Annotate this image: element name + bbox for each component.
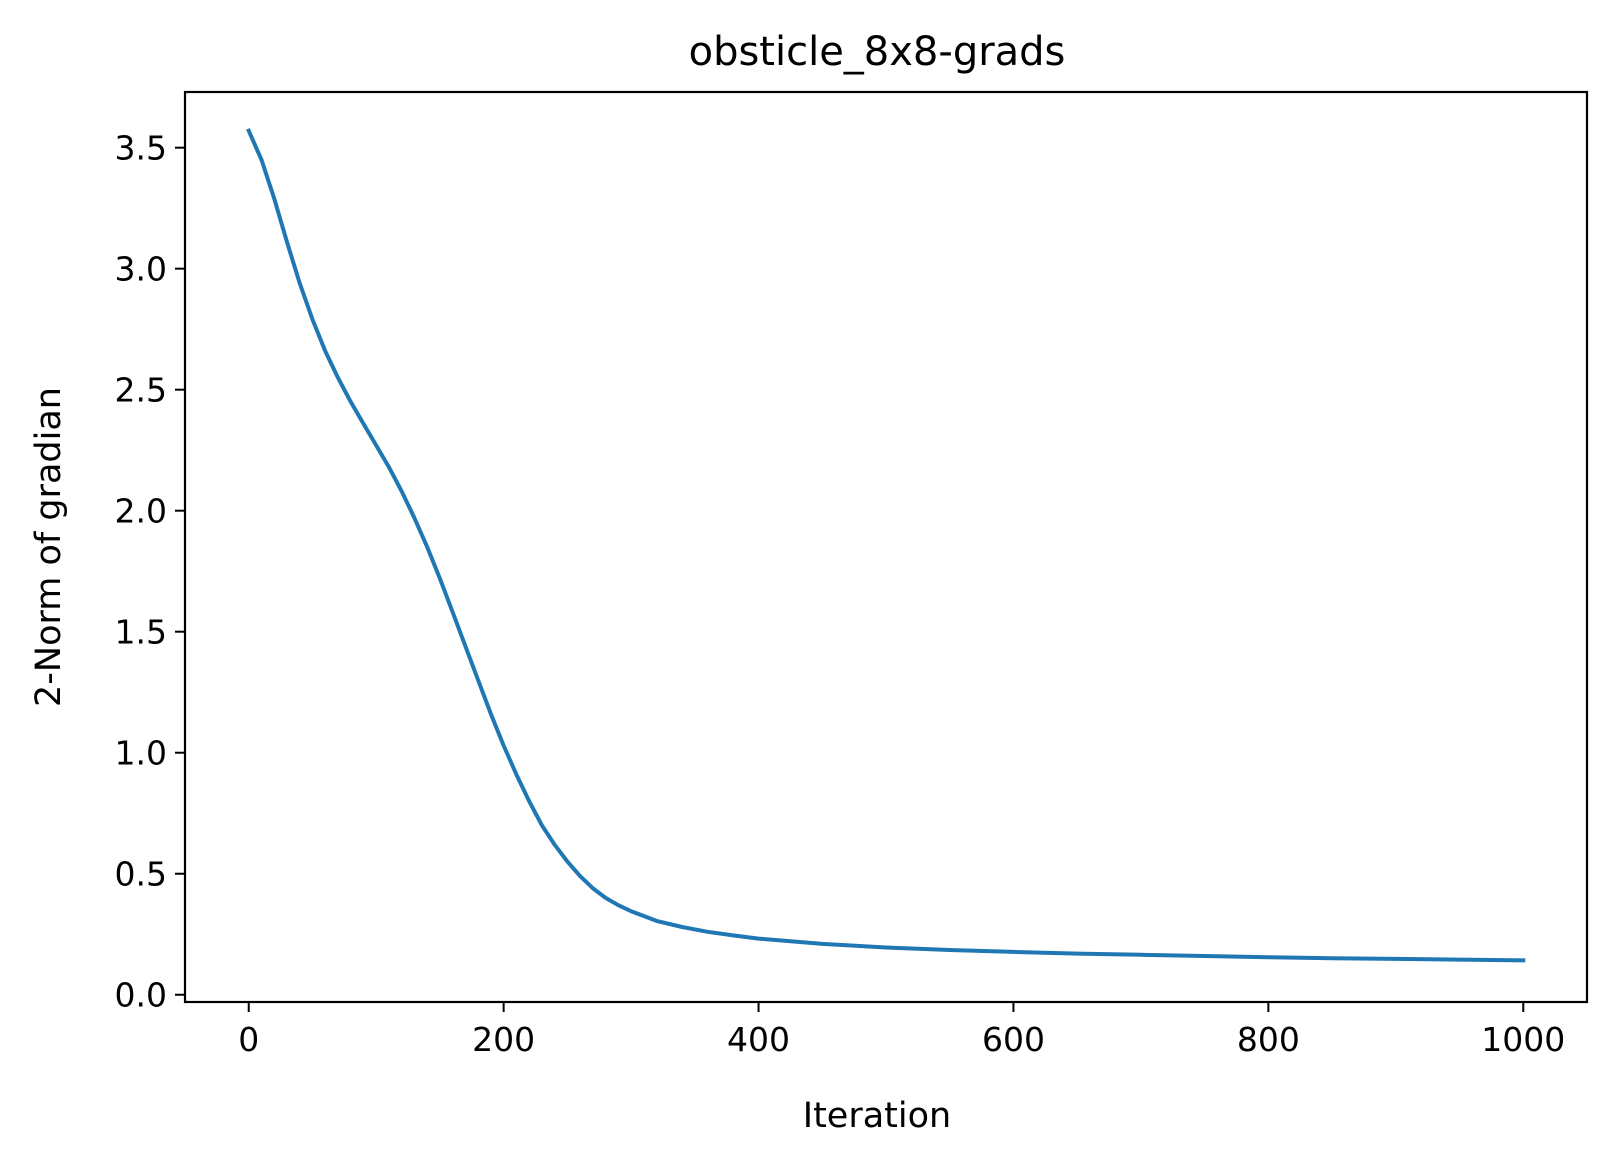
- x-axis-label: Iteration: [803, 1096, 951, 1136]
- axes-frame: [183, 90, 1589, 1004]
- y-axis-label: 2-Norm of gradian: [29, 387, 69, 707]
- y-axis: 0.0 0.5 1.0 1.5 2.0 2.5 3.0 3.5: [115, 129, 185, 1015]
- x-axis: 0 200 400 600 800 1000: [238, 1002, 1565, 1059]
- x-tick-label: 800: [1237, 1020, 1300, 1059]
- y-tick-label: 0.5: [115, 855, 167, 894]
- y-tick-label: 1.0: [115, 734, 167, 773]
- chart-title: obsticle_8x8-grads: [689, 29, 1066, 75]
- plot-area: [183, 90, 1589, 1004]
- y-tick-label: 3.5: [115, 129, 167, 168]
- x-tick-label: 200: [472, 1020, 535, 1059]
- series-line: [246, 128, 1526, 963]
- x-tick-label: 0: [238, 1020, 259, 1059]
- y-tick-label: 0.0: [115, 976, 167, 1015]
- x-tick-label: 1000: [1481, 1020, 1565, 1059]
- y-tick-label: 3.0: [115, 250, 167, 289]
- x-tick-label: 400: [727, 1020, 790, 1059]
- y-tick-label: 2.0: [115, 492, 167, 531]
- y-tick-label: 1.5: [115, 613, 167, 652]
- x-tick-label: 600: [982, 1020, 1045, 1059]
- y-tick-label: 2.5: [115, 371, 167, 410]
